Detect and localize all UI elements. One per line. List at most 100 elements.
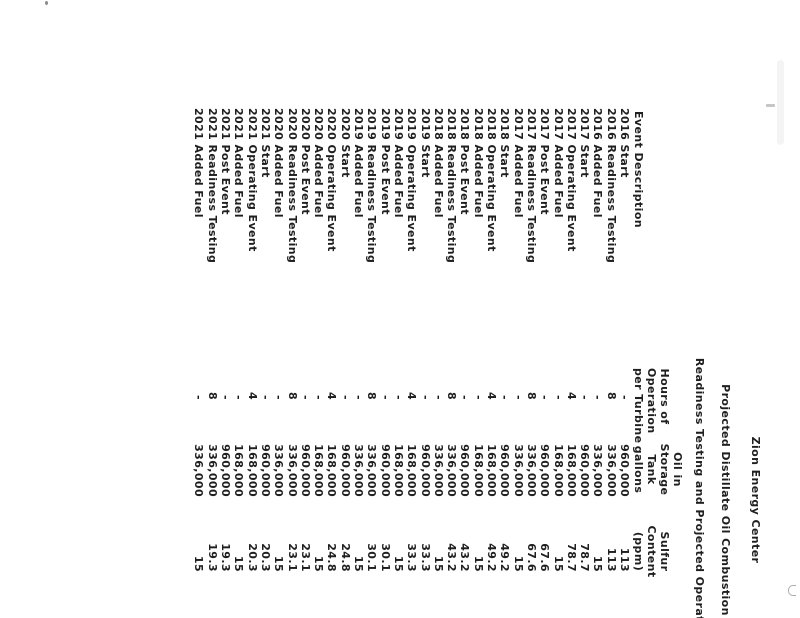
cell-oil-gallons: 168,000 <box>485 444 499 497</box>
cell-sulfur-ppm: 43.2 <box>458 543 472 572</box>
table-row: 2018 Added Fuel - 336,000 15 <box>432 108 445 575</box>
cell-hours-per-turbine: - <box>551 395 565 400</box>
table-row: 2018 Start - 960,000 49.2 <box>498 108 511 575</box>
cell-hours-per-turbine: - <box>192 395 206 400</box>
cell-event-description: 2020 Added Fuel <box>272 108 286 218</box>
cell-event-description: 2020 Added Fuel <box>312 108 326 218</box>
table-row: 2021 Readiness Testing 8 336,000 19.3 <box>206 108 219 575</box>
table-row: 2021 Operating Event 4 168,000 20.3 <box>245 108 259 575</box>
cell-sulfur-ppm: 33.3 <box>418 543 432 572</box>
cell-hours-per-turbine: - <box>378 395 392 400</box>
cell-oil-gallons: 960,000 <box>498 444 512 497</box>
cell-sulfur-ppm: 15 <box>352 555 366 572</box>
cell-hours-per-turbine: 4 <box>325 391 339 400</box>
cell-hours-per-turbine: - <box>578 395 592 400</box>
cell-sulfur-ppm: 15 <box>272 555 286 572</box>
cell-sulfur-ppm: 19.3 <box>205 543 219 572</box>
table-row: 2017 Start - 960,000 78.7 <box>578 108 591 575</box>
cell-event-description: 2017 Start <box>578 108 592 178</box>
cell-oil-gallons: 168,000 <box>391 444 405 497</box>
cell-hours-per-turbine: - <box>338 395 352 400</box>
cell-event-description: 2021 Added Fuel <box>192 108 206 218</box>
document-title-block: Zion Energy Center Projected Distillate … <box>692 350 762 618</box>
table-row: 2019 Added Fuel - 336,000 15 <box>352 108 365 575</box>
table-row: 2017 Post Event - 960,000 67.6 <box>538 108 551 575</box>
cell-hours-per-turbine: - <box>498 395 512 400</box>
cell-sulfur-ppm: 15 <box>591 555 605 572</box>
cell-hours-per-turbine: 8 <box>205 391 219 400</box>
scan-corner-artifact <box>788 585 796 596</box>
cell-event-description: 2017 Operating Event <box>564 108 578 252</box>
cell-event-description: 2021 Operating Event <box>245 108 259 252</box>
table-row: 2020 Start - 960,000 24.8 <box>338 108 352 575</box>
cell-sulfur-ppm: 24.8 <box>338 543 352 572</box>
cell-hours-per-turbine: - <box>591 395 605 400</box>
title-line-1: Zion Energy Center <box>749 436 762 564</box>
cell-sulfur-ppm: 15 <box>192 555 206 572</box>
cell-oil-gallons: 336,000 <box>352 444 366 497</box>
table-row: 2020 Added Fuel - 168,000 15 <box>312 108 325 575</box>
cell-oil-gallons: 336,000 <box>192 444 206 497</box>
cell-oil-gallons: 336,000 <box>365 444 379 497</box>
cell-sulfur-ppm: 15 <box>551 555 565 572</box>
cell-hours-per-turbine: - <box>298 395 312 400</box>
cell-event-description: 2019 Readiness Testing <box>365 108 379 264</box>
cell-hours-per-turbine: 8 <box>445 391 459 400</box>
table-row: 2020 Operating Event 4 168,000 24.8 <box>325 108 338 575</box>
cell-oil-gallons: 960,000 <box>219 444 233 497</box>
cell-event-description: 2019 Added Fuel <box>391 108 405 218</box>
cell-hours-per-turbine: 4 <box>564 391 578 400</box>
cell-sulfur-ppm: 24.8 <box>325 543 339 572</box>
table-row: 2020 Readiness Testing 8 336,000 23.1 <box>285 108 299 575</box>
cell-hours-per-turbine: - <box>352 395 366 400</box>
cell-hours-per-turbine: - <box>511 395 525 400</box>
cell-event-description: 2021 Readiness Testing <box>205 108 219 264</box>
cell-sulfur-ppm: 15 <box>431 555 445 572</box>
table-rows: 2016 Start -960,000 113 2016 Readiness Test… <box>192 108 632 575</box>
scan-smudge-artifact <box>777 60 784 145</box>
table-row: 2018 Post Event - 960,000 43.2 <box>458 108 471 575</box>
cell-hours-per-turbine: - <box>538 395 552 400</box>
cell-hours-per-turbine: - <box>391 395 405 400</box>
table-row: 2017 Operating Event 4 168,000 78.7 <box>565 108 578 575</box>
table-row: 2021 Added Fuel - 168,000 15 <box>232 108 245 575</box>
table-row: 2019 Operating Event 4 168,000 33.3 <box>405 108 418 575</box>
cell-sulfur-ppm: 15 <box>391 555 405 572</box>
cell-hours-per-turbine: 4 <box>245 391 259 400</box>
cell-oil-gallons: 168,000 <box>405 444 419 497</box>
cell-event-description: 2020 Start <box>338 108 352 178</box>
cell-event-description: 2016 Added Fuel <box>591 108 605 218</box>
table-row: 2018 Readiness Testing 8 336,000 43.2 <box>445 108 458 575</box>
cell-event-description: 2018 Post Event <box>458 108 472 215</box>
cell-sulfur-ppm: 67.6 <box>524 543 538 572</box>
cell-oil-gallons: 168,000 <box>232 444 246 497</box>
cell-hours-per-turbine: - <box>232 395 246 400</box>
cell-oil-gallons: 960,000 <box>418 444 432 497</box>
cell-oil-gallons: 336,000 <box>285 444 299 497</box>
cell-oil-gallons: 960,000 <box>458 444 472 497</box>
cell-hours-per-turbine: 8 <box>365 391 379 400</box>
table-row: 2016 Readiness Testing 8 336,000 113 <box>604 108 618 575</box>
table-row: 2020 Added Fuel - 336,000 15 <box>272 108 285 575</box>
cell-sulfur-ppm: 113 <box>618 547 631 572</box>
cell-hours-per-turbine: 8 <box>524 391 538 400</box>
cell-sulfur-ppm: 15 <box>511 555 525 572</box>
cell-sulfur-ppm: 30.1 <box>378 543 392 572</box>
cell-oil-gallons: 336,000 <box>431 444 445 497</box>
table-row: 2019 Start - 960,000 33.3 <box>418 108 432 575</box>
header-hours-of-operation: Hours of Operation per Turbine <box>632 368 671 444</box>
cell-oil-gallons: 336,000 <box>445 444 459 497</box>
cell-oil-gallons: 168,000 <box>312 444 326 497</box>
cell-oil-gallons: 960,000 <box>618 444 631 497</box>
table-row: 2016 Start - 960,000 113 <box>618 108 631 575</box>
cell-hours-per-turbine: - <box>471 395 485 400</box>
cell-hours-per-turbine: - <box>431 395 445 400</box>
cell-event-description: 2019 Operating Event <box>405 108 419 252</box>
cell-hours-per-turbine: 8 <box>285 391 299 400</box>
table-row: 2021 Post Event - 960,000 19.3 <box>219 108 232 575</box>
cell-sulfur-ppm: 113 <box>604 547 618 572</box>
cell-oil-gallons: 336,000 <box>205 444 219 497</box>
cell-sulfur-ppm: 78.7 <box>578 543 592 572</box>
cell-oil-gallons: 960,000 <box>258 444 272 497</box>
